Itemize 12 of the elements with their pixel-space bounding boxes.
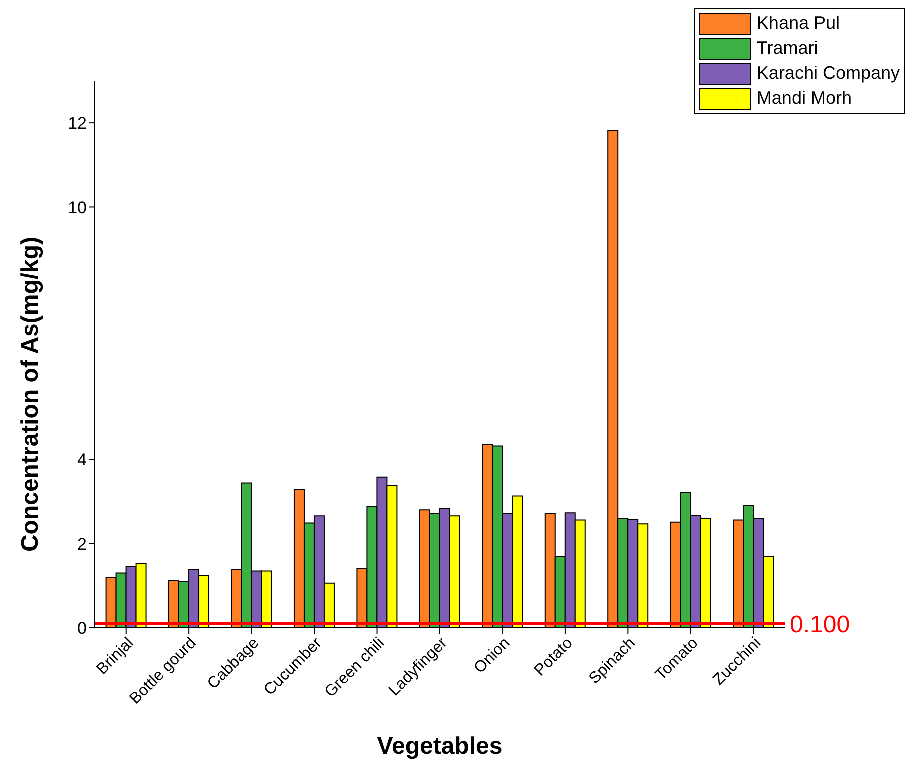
y-tick-label: 12 xyxy=(68,114,87,134)
y-tick-label: 0 xyxy=(78,619,87,638)
y-tick-label: 10 xyxy=(68,198,87,218)
legend-label: Mandi Morh xyxy=(756,88,852,109)
ref-line-label: 0.100 xyxy=(790,611,850,638)
y-tick-label: 2 xyxy=(78,534,87,554)
legend-label: Khana Pul xyxy=(756,13,840,34)
legend-label: Karachi Company xyxy=(756,63,900,84)
y-axis-title: Concentration of As(mg/kg) xyxy=(17,236,44,552)
legend-label: Tramari xyxy=(756,38,818,59)
x-axis-title: Vegetables xyxy=(377,733,503,760)
y-tick-label: 4 xyxy=(78,450,87,470)
